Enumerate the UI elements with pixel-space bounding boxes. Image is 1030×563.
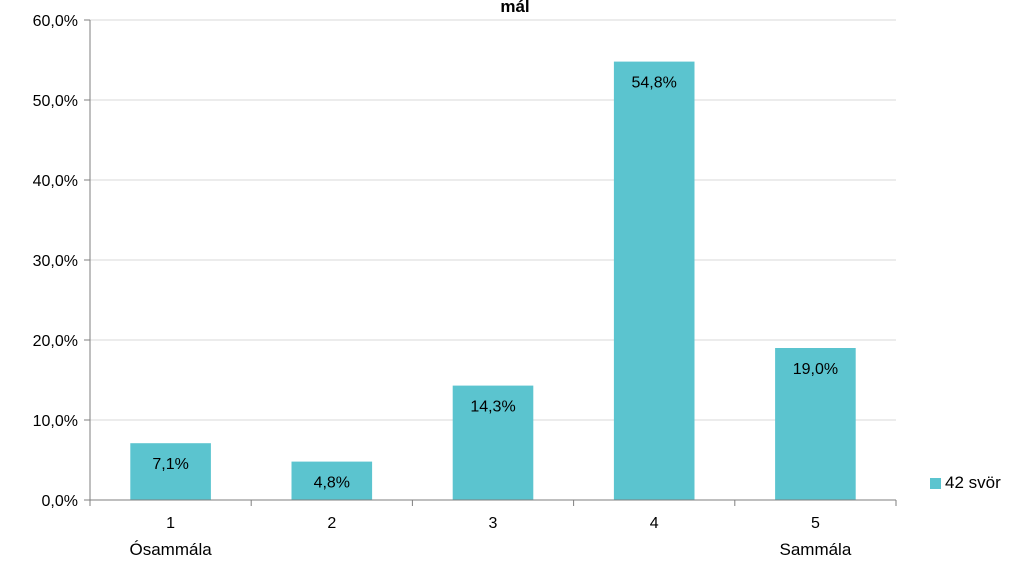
chart-title: mál — [500, 0, 530, 16]
data-label: 7,1% — [152, 456, 188, 473]
labels: 0,0% 10,0% 20,0% 30,0% 40,0% 50,0% 60,0% 7,1% 4,… — [33, 13, 852, 559]
bar — [452, 385, 534, 500]
x-tick-sublabel: Sammála — [779, 540, 851, 559]
data-label: 19,0% — [793, 361, 838, 378]
x-tick-label: 1 — [166, 515, 175, 532]
y-tick-label: 10,0% — [33, 413, 78, 430]
y-tick-label: 50,0% — [33, 93, 78, 110]
bar — [613, 61, 695, 500]
y-tick-label: 30,0% — [33, 253, 78, 270]
data-label: 14,3% — [470, 399, 515, 416]
bars — [130, 61, 856, 500]
y-tick-label: 40,0% — [33, 173, 78, 190]
x-tick-label: 5 — [811, 515, 820, 532]
bar — [291, 461, 373, 500]
data-label: 54,8% — [632, 75, 677, 92]
x-tick-sublabel: Ósammála — [130, 540, 213, 559]
x-tick-label: 3 — [489, 515, 498, 532]
x-tick-label: 4 — [650, 515, 659, 532]
y-tick-label: 20,0% — [33, 333, 78, 350]
legend-swatch — [930, 477, 941, 489]
legend-label: 42 svör — [945, 473, 1001, 492]
legend: 42 svör — [930, 473, 1001, 493]
x-tick-label: 2 — [327, 515, 336, 532]
bar — [130, 443, 211, 500]
y-tick-label: 60,0% — [33, 13, 78, 30]
axes — [84, 19, 897, 506]
data-label: 4,8% — [314, 475, 350, 492]
bar — [775, 348, 856, 500]
y-tick-label: 0,0% — [42, 493, 78, 510]
